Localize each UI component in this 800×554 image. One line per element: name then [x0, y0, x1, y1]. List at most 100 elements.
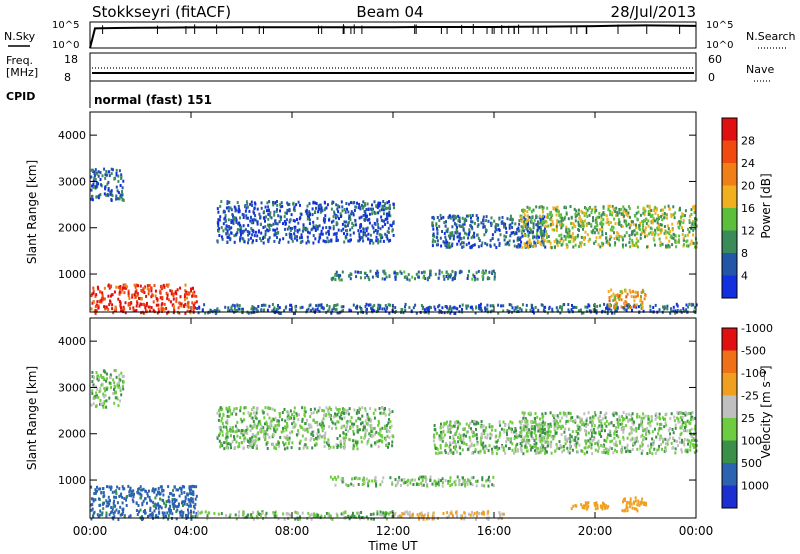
scatter-cell: [119, 388, 122, 392]
scatter-cell: [531, 215, 534, 219]
scatter-cell: [226, 410, 229, 414]
scatter-cell: [236, 420, 239, 424]
scatter-cell: [441, 439, 444, 443]
scatter-cell: [493, 277, 496, 281]
scatter-cell: [688, 302, 691, 306]
scatter-cell: [101, 502, 104, 506]
scatter-cell: [640, 295, 642, 298]
scatter-cell: [143, 291, 146, 295]
scatter-cell: [529, 229, 532, 233]
scatter-cell: [432, 515, 435, 519]
scatter-cell: [294, 312, 296, 315]
scatter-cell: [471, 308, 474, 311]
scatter-cell: [607, 204, 610, 208]
scatter-cell: [362, 233, 365, 237]
scatter-cell: [105, 372, 108, 376]
scatter-cell: [488, 270, 491, 274]
scatter-cell: [461, 448, 464, 452]
scatter-cell: [672, 237, 675, 240]
scatter-cell: [116, 384, 119, 388]
scatter-cell: [489, 436, 492, 440]
scatter-cell: [136, 513, 139, 516]
scatter-cell: [555, 222, 558, 226]
scatter-cell: [317, 409, 320, 413]
scatter-cell: [601, 230, 604, 234]
scatter-cell: [132, 500, 135, 504]
scatter-cell: [219, 442, 222, 446]
scatter-cell: [442, 512, 445, 515]
scatter-cell: [435, 223, 438, 227]
scatter-cell: [520, 432, 523, 436]
scatter-cell: [440, 244, 443, 248]
scatter-cell: [253, 517, 255, 521]
scatter-cell: [326, 236, 329, 240]
scatter-cell: [355, 205, 358, 209]
scatter-cell: [137, 489, 140, 493]
scatter-cell: [230, 208, 233, 212]
scatter-cell: [666, 224, 669, 228]
scatter-cell: [426, 484, 429, 488]
scatter-cell: [179, 295, 182, 299]
scatter-cell: [643, 297, 646, 301]
scatter-cell: [184, 513, 187, 517]
scatter-cell: [352, 439, 355, 443]
scatter-cell: [490, 216, 493, 220]
scatter-cell: [267, 240, 270, 244]
date-title: 28/Jul/2013: [611, 3, 696, 21]
scatter-cell: [635, 237, 638, 241]
scatter-cell: [580, 235, 583, 239]
scatter-cell: [165, 503, 167, 507]
scatter-cell: [298, 228, 301, 232]
scatter-cell: [256, 424, 259, 428]
scatter-cell: [487, 449, 490, 453]
scatter-cell: [488, 444, 491, 448]
scatter-cell: [242, 510, 245, 514]
scatter-cell: [551, 220, 554, 224]
scatter-cell: [623, 214, 625, 218]
scatter-cell: [378, 439, 381, 443]
scatter-cell: [412, 306, 415, 310]
scatter-cell: [235, 429, 238, 433]
scatter-cell: [551, 213, 554, 217]
scatter-cell: [272, 228, 275, 232]
scatter-cell: [454, 306, 457, 310]
scatter-cell: [274, 222, 277, 225]
scatter-cell: [231, 426, 234, 429]
nave-tick-top: 60: [708, 53, 722, 66]
scatter-cell: [328, 232, 330, 236]
scatter-cell: [95, 195, 98, 199]
scatter-cell: [362, 206, 364, 210]
scatter-cell: [403, 275, 406, 279]
scatter-cell: [340, 215, 342, 218]
scatter-cell: [565, 212, 568, 216]
scatter-cell: [301, 419, 304, 423]
scatter-cell: [184, 496, 187, 500]
scatter-cell: [364, 213, 367, 217]
scatter-cell: [337, 444, 340, 448]
scatter-cell: [366, 412, 369, 416]
scatter-cell: [484, 308, 487, 312]
scatter-cell: [520, 308, 523, 312]
scatter-cell: [532, 208, 535, 212]
scatter-cell: [478, 451, 481, 455]
scatter-cell: [327, 409, 330, 413]
scatter-cell: [483, 484, 486, 488]
scatter-cell: [283, 435, 286, 439]
scatter-cell: [612, 206, 615, 210]
scatter-cell: [548, 240, 551, 243]
scatter-cell: [502, 420, 505, 424]
scatter-cell: [485, 446, 488, 450]
scatter-cell: [476, 514, 478, 518]
scatter-cell: [243, 406, 246, 410]
scatter-cell: [355, 443, 358, 447]
scatter-cell: [369, 433, 372, 437]
scatter-cell: [426, 308, 429, 312]
scatter-cell: [513, 309, 516, 313]
scatter-cell: [527, 218, 530, 222]
scatter-cell: [559, 311, 562, 315]
scatter-cell: [349, 233, 352, 237]
scatter-cell: [426, 482, 429, 486]
scatter-cell: [470, 244, 473, 248]
scatter-cell: [375, 481, 377, 485]
scatter-cell: [92, 286, 95, 290]
